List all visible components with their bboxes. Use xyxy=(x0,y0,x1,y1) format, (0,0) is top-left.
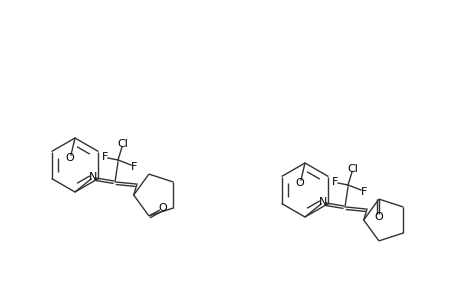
Text: F: F xyxy=(101,152,108,162)
Text: Cl: Cl xyxy=(347,164,358,174)
Text: F: F xyxy=(130,162,137,172)
Text: O: O xyxy=(66,153,74,163)
Text: O: O xyxy=(295,178,304,188)
Text: Cl: Cl xyxy=(118,139,128,149)
Text: N: N xyxy=(318,197,326,207)
Text: F: F xyxy=(331,177,337,187)
Text: F: F xyxy=(360,187,366,197)
Text: O: O xyxy=(158,203,167,213)
Text: O: O xyxy=(374,212,382,222)
Text: N: N xyxy=(89,172,97,182)
